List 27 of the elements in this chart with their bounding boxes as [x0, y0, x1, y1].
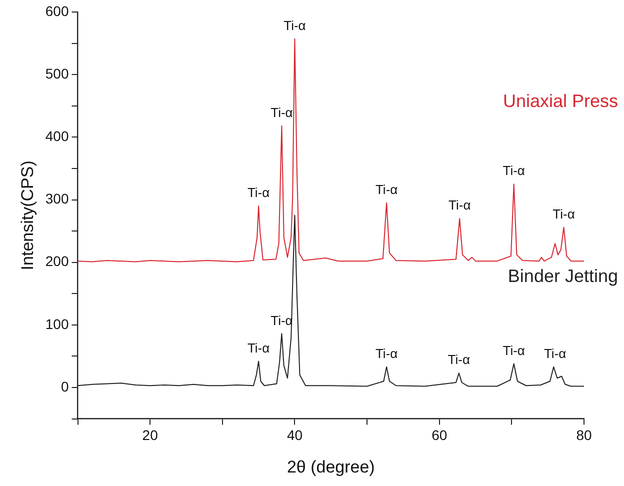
- text: Uniaxial Press: [502, 91, 618, 112]
- annotation: Ti-α: [247, 340, 270, 356]
- annotation: Ti-α: [375, 346, 398, 361]
- y-tick-label: 500: [45, 65, 69, 82]
- y-tick-label: 0: [60, 378, 69, 394]
- annotation: Ti-α: [448, 198, 472, 213]
- annotation: Ti-α: [502, 163, 526, 178]
- y-tick-label: 100: [45, 316, 69, 332]
- annotation: Ti-α: [284, 18, 306, 33]
- annotation: Ti-α: [544, 346, 567, 361]
- y-tick-label: 400: [45, 128, 69, 144]
- x-tick-label: 40: [286, 427, 303, 444]
- x-tick-label: 20: [142, 427, 158, 444]
- x-tick-label: 60: [432, 427, 448, 444]
- annotation: Ti-α: [247, 185, 270, 200]
- annotation: Ti-α: [448, 352, 470, 368]
- annotation: Ti-α: [375, 182, 398, 197]
- x-axis-title: 2θ (degree): [286, 457, 375, 476]
- text: Binder Jetting: [508, 266, 618, 286]
- annotation: Ti-α: [270, 104, 294, 120]
- y-tick-label: 200: [45, 253, 69, 270]
- x-tick-label: 80: [576, 427, 592, 444]
- annotation: Ti-α: [502, 342, 526, 358]
- y-axis-title: Intensity(CPS): [18, 160, 37, 270]
- y-tick-label: 600: [45, 2, 69, 19]
- y-tick-label: 300: [45, 190, 69, 207]
- annotation: Ti-α: [552, 206, 576, 222]
